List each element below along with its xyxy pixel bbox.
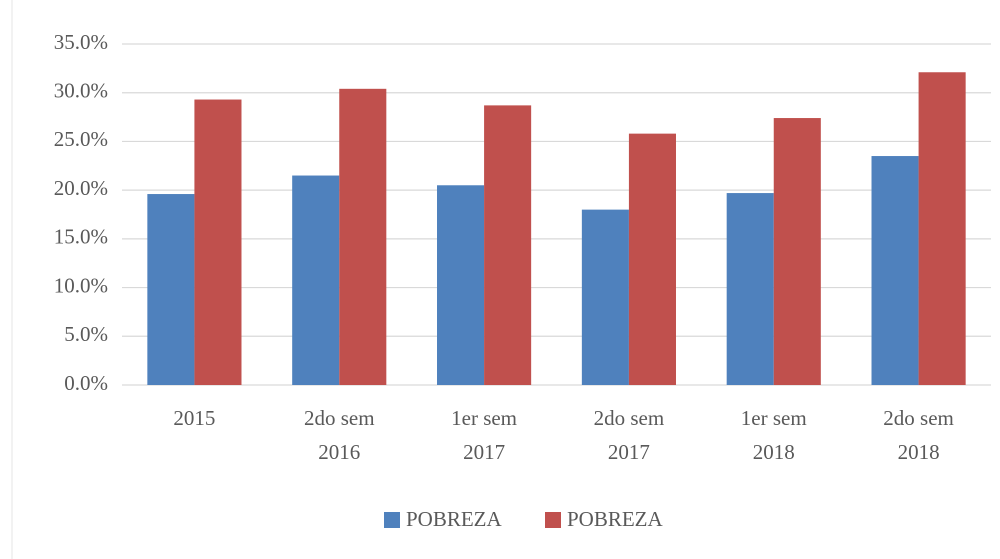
y-tick-label: 25.0%: [54, 127, 108, 151]
x-tick-label: 2015: [173, 406, 215, 430]
y-tick-label: 20.0%: [54, 176, 108, 200]
legend-swatch: [384, 512, 400, 528]
bar: [726, 193, 774, 385]
x-tick-label: 2017: [463, 440, 505, 464]
bar: [918, 72, 966, 386]
y-tick-label: 0.0%: [64, 371, 108, 395]
y-tick-label: 5.0%: [64, 322, 108, 346]
x-tick-label: 1er sem: [451, 406, 517, 430]
y-tick-label: 30.0%: [54, 79, 108, 103]
bar: [339, 88, 387, 386]
x-tick-label: 2do sem: [883, 406, 954, 430]
bar: [194, 99, 242, 385]
bar: [437, 185, 485, 385]
bar: [628, 133, 676, 385]
legend-label: POBREZA: [406, 507, 503, 531]
bar: [773, 118, 821, 385]
y-tick-label: 10.0%: [54, 273, 108, 297]
bar: [292, 175, 340, 385]
legend-swatch: [545, 512, 561, 528]
x-tick-label: 2018: [753, 440, 795, 464]
bar: [147, 194, 195, 385]
bar: [581, 209, 629, 385]
bar: [871, 156, 919, 385]
x-tick-label: 2018: [898, 440, 940, 464]
bar: [484, 105, 532, 385]
legend-label: POBREZA: [567, 507, 664, 531]
x-tick-label: 2017: [608, 440, 650, 464]
x-tick-label: 2do sem: [594, 406, 665, 430]
x-tick-label: 2do sem: [304, 406, 375, 430]
y-tick-label: 35.0%: [54, 30, 108, 54]
x-tick-label: 1er sem: [741, 406, 807, 430]
x-tick-label: 2016: [318, 440, 360, 464]
y-tick-label: 15.0%: [54, 225, 108, 249]
